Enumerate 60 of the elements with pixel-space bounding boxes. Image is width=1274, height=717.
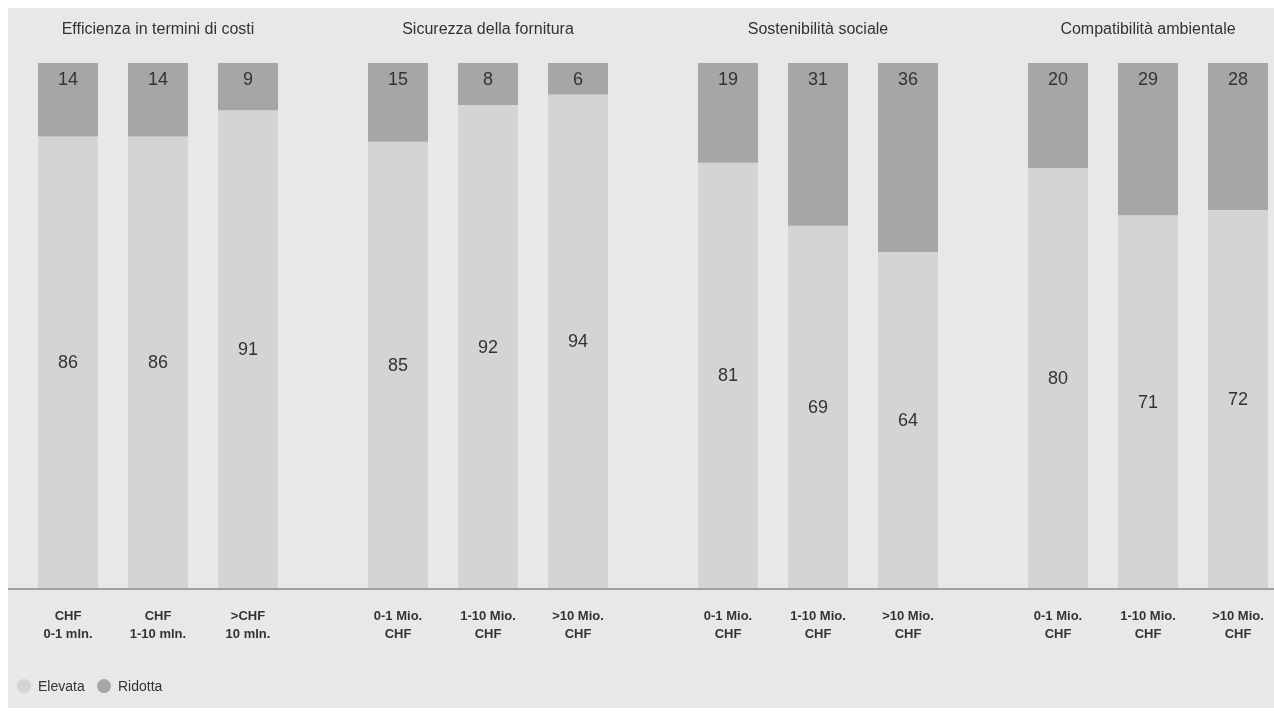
x-tick-label: 0-1 Mio. CHF: [373, 608, 423, 641]
data-label: 36: [897, 69, 919, 89]
bar: [788, 63, 848, 226]
bar: [878, 63, 938, 252]
data-label: 9: [242, 69, 254, 89]
data-label: 20: [1047, 69, 1069, 89]
chart-title: Efficienza in termini di costi: [61, 20, 255, 37]
x-tick-label: 1-10 Mio. CHF: [1120, 608, 1176, 641]
data-label: 29: [1137, 69, 1159, 89]
x-tick-label: 1-10 Mio. CHF: [790, 608, 846, 641]
data-label: 86: [57, 352, 79, 373]
x-tick-label: CHF 0-1 mln.: [43, 608, 93, 641]
data-label: 92: [477, 336, 499, 357]
legend-label: Elevata: [38, 678, 85, 694]
data-label: 6: [572, 69, 584, 89]
data-label: 14: [147, 69, 169, 89]
data-label: 69: [807, 396, 829, 417]
data-label: 15: [387, 69, 409, 89]
data-label: 86: [147, 352, 169, 373]
x-tick-label: >10 Mio. CHF: [552, 608, 604, 641]
x-tick-label: 1-10 Mio. CHF: [460, 608, 516, 641]
data-label: 28: [1227, 69, 1249, 89]
bar: [1208, 63, 1268, 210]
data-label: 71: [1137, 391, 1159, 412]
data-label: 8: [482, 69, 494, 89]
legend-label: Ridotta: [118, 678, 163, 694]
bar: [878, 252, 938, 588]
bar: [368, 141, 428, 588]
data-label: 19: [717, 69, 739, 89]
x-tick-label: >CHF 10 mln.: [225, 608, 271, 641]
bar: [1028, 168, 1088, 588]
x-tick-label: CHF 1-10 mln.: [129, 608, 187, 641]
bar: [698, 162, 758, 588]
x-tick-label: 0-1 Mio. CHF: [1033, 608, 1083, 641]
x-tick-label: 0-1 Mio. CHF: [703, 608, 753, 641]
data-label: 85: [387, 354, 409, 375]
bar: [1028, 63, 1088, 168]
data-label: 80: [1047, 368, 1069, 388]
bar: [1118, 63, 1178, 216]
data-label: 72: [1227, 389, 1249, 409]
bar: [458, 105, 518, 588]
data-label: 81: [717, 365, 739, 386]
data-label: 64: [897, 410, 919, 430]
chart-title: Sostenibilità sociale: [747, 20, 889, 37]
bar: [788, 225, 848, 588]
bar: [368, 63, 428, 142]
bar: [1118, 215, 1178, 588]
bar: [458, 63, 518, 105]
bar: [548, 63, 608, 95]
bar: [1208, 210, 1268, 588]
data-label: 91: [237, 339, 259, 360]
bar: [548, 94, 608, 588]
x-tick-label: >10 Mio. CHF: [1212, 608, 1264, 641]
data-label: 14: [57, 69, 79, 89]
chart-title: Compatibilità ambientale: [1060, 20, 1236, 37]
x-tick-label: >10 Mio. CHF: [882, 608, 934, 641]
data-label: 31: [807, 69, 829, 89]
chart-title: Sicurezza della fornitura: [402, 20, 574, 37]
bar: [698, 63, 758, 163]
data-label: 94: [567, 331, 589, 352]
